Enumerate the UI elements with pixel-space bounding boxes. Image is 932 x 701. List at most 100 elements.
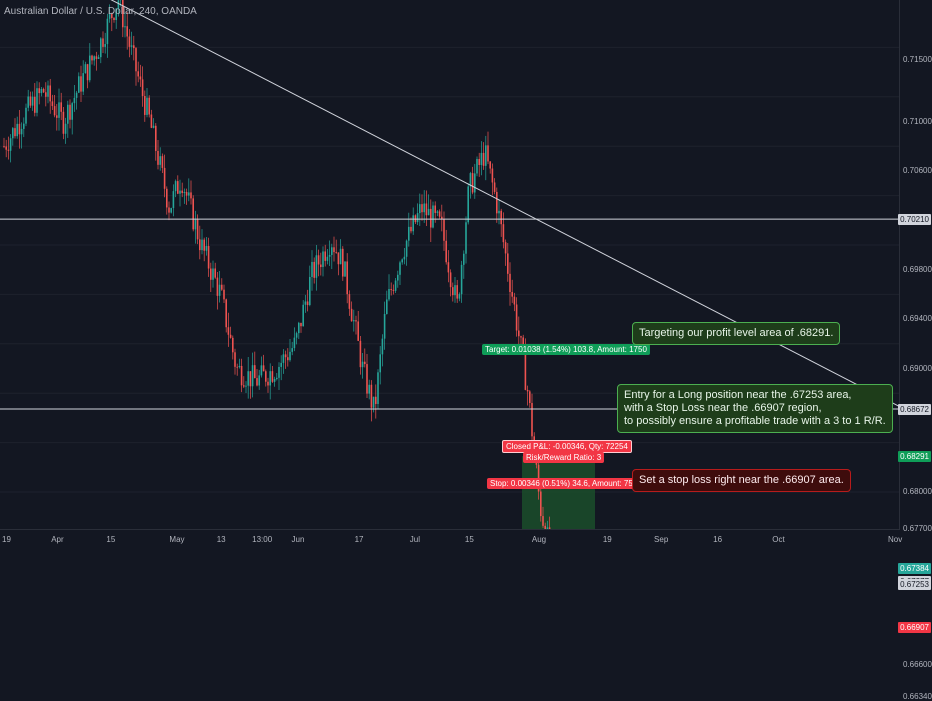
candle-body — [518, 331, 520, 337]
candle-body — [313, 262, 315, 278]
risk-reward-label: Risk/Reward Ratio: 3 — [523, 452, 604, 463]
candle-body — [225, 299, 227, 327]
candle-body — [52, 101, 54, 106]
candle-body — [399, 262, 401, 274]
candle-body — [478, 159, 480, 165]
candle-body — [294, 338, 296, 348]
candle-body — [258, 375, 260, 385]
candle-body — [527, 390, 529, 391]
candle-body — [25, 108, 27, 124]
time-tick-label: May — [169, 535, 184, 544]
candle-body — [368, 385, 370, 394]
candle-body — [428, 209, 430, 215]
candle-body — [261, 365, 263, 375]
candle-body — [289, 352, 291, 360]
price-axis[interactable]: 0.725000.720000.715000.710000.706000.698… — [899, 0, 932, 530]
price-tick-label: 0.66340 — [903, 692, 932, 701]
candle-body — [179, 191, 181, 194]
price-tick-label: 0.69400 — [903, 314, 932, 323]
candle-body — [465, 222, 467, 253]
candle-body — [316, 255, 318, 278]
candle-body — [3, 146, 5, 147]
candle-body — [454, 285, 456, 295]
candle-body — [16, 124, 18, 136]
time-tick-label: 17 — [355, 535, 364, 544]
candlestick-chart[interactable] — [0, 0, 932, 550]
candle-body — [146, 98, 148, 115]
candle-body — [467, 186, 469, 222]
candle-body — [96, 56, 98, 59]
candle-body — [232, 338, 234, 352]
candle-body — [404, 257, 406, 260]
candle-body — [247, 371, 249, 385]
candle-body — [452, 287, 454, 295]
candle-body — [500, 211, 502, 224]
candle-body — [49, 85, 51, 101]
candle-body — [412, 215, 414, 231]
candle-body — [85, 64, 87, 73]
candle-body — [333, 247, 335, 252]
candle-body — [516, 304, 518, 330]
candle-body — [67, 105, 69, 124]
candle-body — [34, 97, 36, 113]
candle-body — [166, 189, 168, 208]
candle-body — [10, 138, 12, 150]
candle-body — [474, 173, 476, 192]
candle-body — [472, 173, 474, 192]
candle-body — [384, 314, 386, 339]
entry-note[interactable]: Entry for a Long position near the .6725… — [617, 384, 893, 433]
candle-body — [221, 285, 223, 290]
candle-body — [82, 73, 84, 91]
price-tag: 0.67384 — [898, 563, 931, 574]
price-tag: 0.66907 — [898, 622, 931, 633]
candle-body — [38, 88, 40, 93]
candle-body — [503, 224, 505, 242]
stop-label: Stop: 0.00346 (0.51%) 34.6, Amount: 750 — [487, 478, 640, 489]
target-note[interactable]: Targeting our profit level area of .6829… — [632, 322, 840, 345]
candle-body — [346, 261, 348, 294]
candle-body — [60, 102, 62, 111]
candle-body — [432, 205, 434, 227]
candle-body — [190, 192, 192, 198]
price-tick-label: 0.71500 — [903, 55, 932, 64]
price-tick-label: 0.66600 — [903, 660, 932, 669]
price-tag: 0.68672 — [898, 404, 931, 415]
candle-body — [520, 336, 522, 337]
candle-body — [32, 97, 34, 106]
candle-body — [126, 26, 128, 36]
stop-note[interactable]: Set a stop loss right near the .66907 ar… — [632, 469, 851, 492]
candle-body — [525, 350, 527, 390]
candle-body — [76, 93, 78, 98]
candle-body — [186, 192, 188, 196]
candle-body — [283, 354, 285, 363]
candle-body — [208, 246, 210, 269]
candle-body — [274, 379, 276, 382]
candle-body — [45, 92, 47, 96]
price-tag: 0.67253 — [898, 579, 931, 590]
candle-body — [291, 348, 293, 352]
candle-body — [5, 146, 7, 149]
candle-body — [324, 251, 326, 260]
candle-body — [296, 333, 298, 338]
trendline[interactable] — [0, 0, 900, 407]
candle-body — [269, 371, 271, 385]
candle-body — [265, 371, 267, 381]
candle-body — [375, 397, 377, 404]
candle-body — [197, 220, 199, 240]
candle-body — [364, 362, 366, 364]
candle-body — [430, 209, 432, 228]
candle-body — [322, 251, 324, 267]
candle-body — [175, 181, 177, 191]
candle-body — [234, 352, 236, 367]
candle-body — [456, 285, 458, 298]
candle-body — [434, 205, 436, 212]
candle-body — [401, 259, 403, 262]
candle-body — [445, 241, 447, 262]
price-tick-label: 0.68000 — [903, 487, 932, 496]
candle-body — [302, 305, 304, 326]
candle-body — [417, 213, 419, 222]
candle-body — [236, 367, 238, 368]
candle-body — [89, 56, 91, 81]
candle-body — [80, 76, 82, 91]
